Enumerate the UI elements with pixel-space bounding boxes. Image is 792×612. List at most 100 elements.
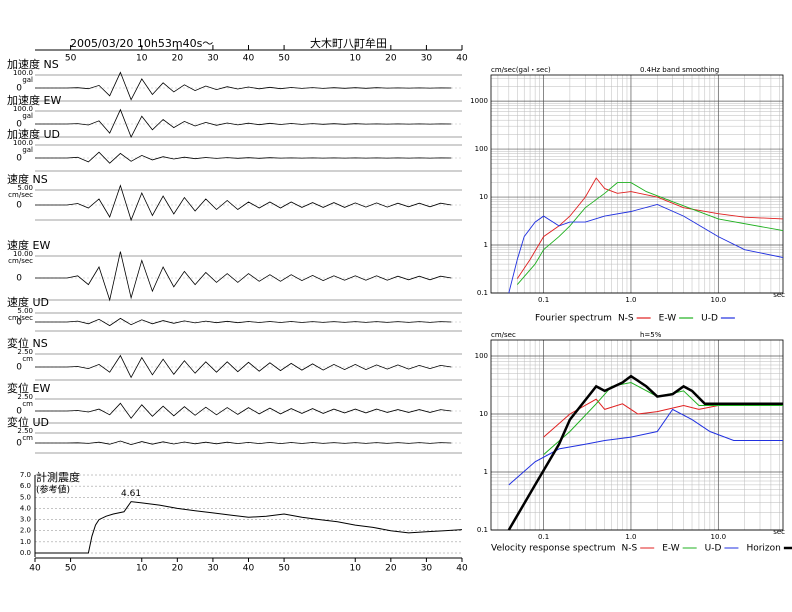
waveform xyxy=(35,354,452,379)
y-tick-label: 100 xyxy=(475,145,488,153)
unit-label: cm xyxy=(22,355,33,363)
legend-label: N-S xyxy=(618,314,634,324)
unit-label: cm xyxy=(22,434,33,442)
station: 大木町八町牟田 xyxy=(310,36,387,50)
unit-label: gal xyxy=(22,112,33,120)
chart-subtitle: h=5% xyxy=(640,331,662,339)
zero-label: 0 xyxy=(16,407,22,417)
waveform xyxy=(35,184,452,222)
x-tick-label: 20 xyxy=(172,54,184,64)
waveform xyxy=(35,71,452,101)
y-tick-label: 3.0 xyxy=(20,516,31,524)
scale-label: 100.0 xyxy=(13,69,33,77)
y-tick-label: 1 xyxy=(484,468,488,476)
chart-title: 計測震度 xyxy=(36,470,80,484)
scale-label: 2.50 xyxy=(17,393,33,401)
legend-label: E-W xyxy=(662,544,680,554)
y-tick-label: 1000 xyxy=(470,97,488,105)
x-tick-label: 50 xyxy=(65,54,77,64)
spectrum-line xyxy=(543,381,783,455)
trace-name: 変位 UD xyxy=(7,415,49,429)
trace-name: 加速度 UD xyxy=(7,127,60,141)
trace-name: 速度 EW xyxy=(7,238,50,252)
waveform xyxy=(35,108,452,138)
x-tick-label: 30 xyxy=(207,564,219,574)
x-tick-label: 1.0 xyxy=(625,533,636,541)
zero-label: 0 xyxy=(16,201,22,211)
scale-label: 5.00 xyxy=(17,184,33,192)
waveform xyxy=(35,251,452,302)
y-tick-label: 0.0 xyxy=(20,549,31,557)
plot-frame xyxy=(490,74,784,294)
peak-label: 4.61 xyxy=(121,489,141,499)
x-tick-label: 0.1 xyxy=(538,296,549,304)
x-tick-label: 10.0 xyxy=(711,533,727,541)
x-tick-label: 10 xyxy=(350,564,362,574)
unit-label: gal xyxy=(22,76,33,84)
x-tick-label: 10 xyxy=(350,54,362,64)
trace-name: 変位 NS xyxy=(7,336,48,350)
chart-title: Fourier spectrum xyxy=(535,314,612,324)
zero-label: 0 xyxy=(16,274,22,284)
trace-name: 速度 UD xyxy=(7,295,49,309)
y-tick-label: 5.0 xyxy=(20,493,31,501)
x-axis-label: sec xyxy=(773,291,785,299)
x-tick-label: 20 xyxy=(385,564,397,574)
x-tick-label: 10 xyxy=(136,54,148,64)
scale-label: 100.0 xyxy=(13,105,33,113)
y-tick-label: 100 xyxy=(475,352,488,360)
unit-label: cm/sec xyxy=(8,314,33,322)
waveform xyxy=(35,151,452,164)
zero-label: 0 xyxy=(16,439,22,449)
x-tick-label: 40 xyxy=(243,564,255,574)
unit-label: cm/sec xyxy=(8,257,33,265)
x-tick-label: 40 xyxy=(243,54,255,64)
plot-frame xyxy=(490,339,784,531)
x-tick-label: 10.0 xyxy=(711,296,727,304)
x-tick-label: 40 xyxy=(456,564,468,574)
legend-label: N-S xyxy=(622,544,638,554)
chart-subtitle: (参考値) xyxy=(36,484,70,496)
unit-label: gal xyxy=(22,146,33,154)
scale-label: 2.50 xyxy=(17,427,33,435)
y-tick-label: 1 xyxy=(484,241,488,249)
trace-name: 加速度 NS xyxy=(7,57,59,71)
zero-label: 0 xyxy=(16,363,22,373)
spectrum-line xyxy=(508,408,783,486)
y-tick-label: 0.1 xyxy=(477,289,488,297)
x-tick-label: 50 xyxy=(278,564,290,574)
legend-label: E-W xyxy=(659,314,677,324)
scale-label: 100.0 xyxy=(13,139,33,147)
x-tick-label: 20 xyxy=(172,564,184,574)
spectrum-line xyxy=(507,374,783,531)
spectrum-line xyxy=(543,398,783,438)
x-tick-label: 30 xyxy=(207,54,219,64)
waveform xyxy=(35,440,452,446)
x-tick-label: 50 xyxy=(65,564,77,574)
y-tick-label: 10 xyxy=(479,193,488,201)
trace-name: 加速度 EW xyxy=(7,93,61,107)
x-tick-label: 40 xyxy=(456,54,468,64)
legend-label: U-D xyxy=(701,314,718,324)
zero-label: 0 xyxy=(16,154,22,164)
zero-label: 0 xyxy=(16,120,22,130)
x-tick-label: 40 xyxy=(29,564,41,574)
waveform xyxy=(35,402,452,419)
chart-title: Velocity response spectrum xyxy=(491,544,616,554)
unit-label: cm/sec xyxy=(8,191,33,199)
x-tick-label: 0.1 xyxy=(538,533,549,541)
spectrum-line xyxy=(508,204,784,294)
x-tick-label: 30 xyxy=(421,564,433,574)
y-tick-label: 6.0 xyxy=(20,482,31,490)
scale-label: 5.00 xyxy=(17,307,33,315)
scale-label: 2.50 xyxy=(17,348,33,356)
spectrum-line xyxy=(516,177,784,279)
y-tick-label: 7.0 xyxy=(20,471,31,479)
x-tick-label: 1.0 xyxy=(625,296,636,304)
scale-label: 10.00 xyxy=(13,250,33,258)
y-tick-label: 1.0 xyxy=(20,538,31,546)
x-tick-label: 50 xyxy=(278,54,290,64)
y-tick-label: 10 xyxy=(479,410,488,418)
legend-label: Horizon xyxy=(746,544,780,554)
